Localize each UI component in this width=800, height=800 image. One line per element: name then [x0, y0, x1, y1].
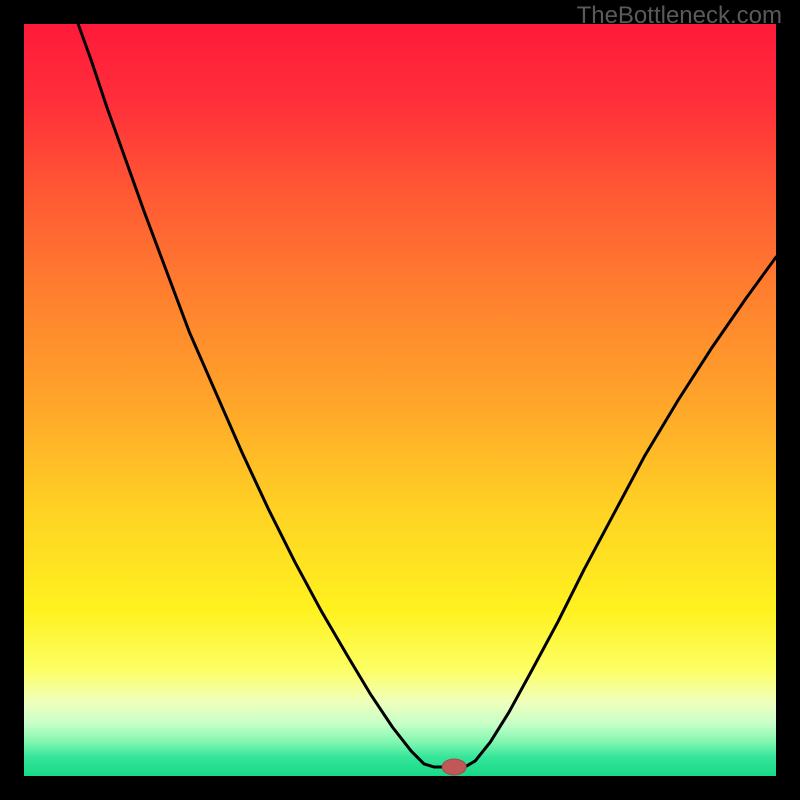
bottleneck-chart: [24, 24, 776, 776]
chart-background: [24, 24, 776, 776]
optimal-point-marker: [442, 759, 466, 775]
watermark-text: TheBottleneck.com: [577, 2, 782, 30]
